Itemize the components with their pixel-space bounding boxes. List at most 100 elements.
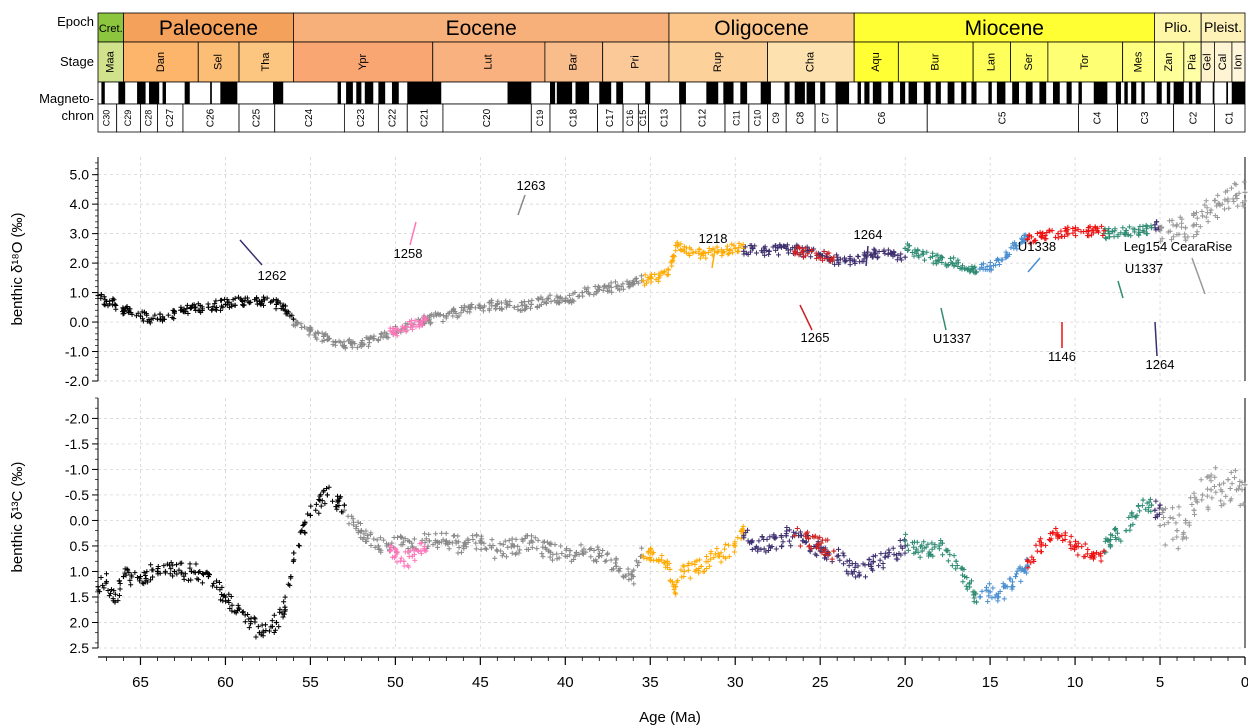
data-mark (1073, 233, 1079, 239)
data-mark (924, 249, 930, 255)
data-mark (497, 541, 503, 547)
data-mark (911, 544, 917, 550)
data-mark (767, 534, 773, 540)
data-mark (604, 551, 610, 557)
data-mark (1241, 179, 1247, 185)
data-mark (648, 274, 654, 280)
stage-label: Lut (483, 54, 495, 69)
data-mark (688, 246, 694, 252)
data-mark (613, 555, 619, 561)
data-mark (313, 507, 319, 513)
data-mark (1082, 541, 1088, 547)
data-mark (226, 591, 232, 597)
data-point (613, 563, 619, 569)
stage-cell (853, 41, 899, 83)
data-mark (440, 318, 446, 324)
data-mark (997, 588, 1003, 594)
data-mark (360, 536, 366, 542)
data-mark (779, 543, 785, 549)
stage-label: Lan (986, 53, 998, 71)
data-mark (412, 318, 418, 324)
data-mark (1205, 474, 1211, 480)
data-mark (298, 321, 304, 327)
data-mark (601, 284, 607, 290)
data-mark (791, 529, 797, 535)
data-mark (1153, 498, 1159, 504)
normal-polarity-interval (356, 82, 362, 104)
data-point (1140, 497, 1146, 503)
data-point (630, 574, 636, 580)
chron-cell (926, 103, 1079, 133)
data-mark (1202, 202, 1208, 208)
data-mark (817, 534, 823, 540)
data-mark (372, 544, 378, 550)
x-axis-label: Age (Ma) (639, 709, 701, 726)
data-mark (883, 550, 889, 556)
data-mark (897, 538, 903, 544)
data-mark (1181, 530, 1187, 536)
data-mark (124, 566, 130, 572)
data-mark (332, 339, 338, 345)
data-mark (405, 562, 411, 568)
normal-polarity-interval (961, 82, 967, 104)
data-mark (764, 536, 770, 542)
data-mark (232, 295, 238, 301)
normal-polarity-interval (794, 82, 805, 104)
data-mark (179, 570, 185, 576)
data-mark (364, 532, 370, 538)
data-mark (473, 540, 479, 546)
data-mark (729, 241, 735, 247)
data-mark (1156, 505, 1162, 511)
site-annotation: U1337 (933, 331, 971, 346)
data-mark (878, 551, 884, 557)
data-point (477, 304, 483, 310)
data-mark (278, 306, 284, 312)
data-mark (1218, 503, 1224, 509)
data-mark (758, 546, 764, 552)
stage-label: Dan (155, 52, 167, 72)
data-point (120, 307, 126, 313)
data-mark (1125, 232, 1131, 238)
data-mark (363, 335, 369, 341)
data-mark (718, 247, 724, 253)
data-mark (1078, 229, 1084, 235)
normal-polarity-interval (1131, 82, 1137, 104)
data-mark (966, 581, 972, 587)
data-point (1038, 234, 1044, 240)
data-mark (608, 280, 614, 286)
data-mark (721, 249, 727, 255)
data-mark (703, 255, 709, 261)
data-mark (761, 245, 767, 251)
y-axis-label: benthic δ¹⁸O (‰) (9, 212, 26, 325)
stage-cell (544, 41, 604, 83)
data-mark (334, 506, 340, 512)
data-mark (882, 554, 888, 560)
data-mark (403, 324, 409, 330)
stage-cell (1047, 41, 1124, 83)
data-mark (557, 295, 563, 301)
series-leg154-ceararise (1157, 465, 1248, 552)
data-mark (365, 343, 371, 349)
data-point (579, 548, 585, 554)
data-mark (686, 251, 692, 257)
data-mark (302, 529, 308, 535)
data-mark (198, 309, 204, 315)
data-mark (594, 559, 600, 565)
data-mark (164, 561, 170, 567)
data-mark (1073, 538, 1079, 544)
data-mark (1018, 578, 1024, 584)
data-mark (913, 549, 919, 555)
data-mark (1188, 495, 1194, 501)
data-mark (1194, 215, 1200, 221)
data-mark (389, 554, 395, 560)
stage-cell (197, 41, 240, 83)
data-mark (813, 255, 819, 261)
data-point (1200, 213, 1206, 219)
data-point (977, 266, 983, 272)
data-mark (1112, 228, 1118, 234)
normal-polarity-interval (1025, 82, 1033, 104)
series-u1337 (902, 222, 1155, 276)
data-mark (940, 552, 946, 558)
data-mark (786, 538, 792, 544)
stage-cell (432, 41, 546, 83)
